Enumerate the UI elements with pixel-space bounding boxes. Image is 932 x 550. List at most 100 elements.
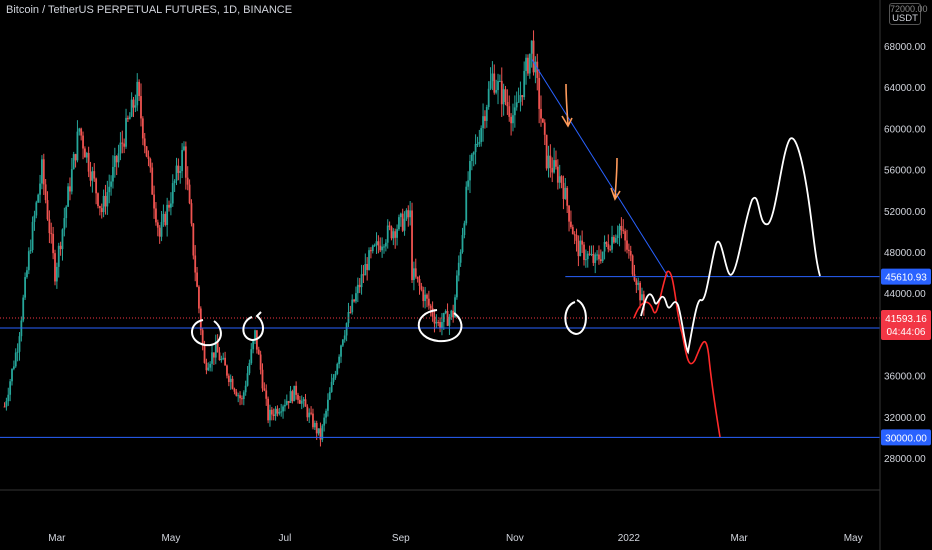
candle-body: [156, 222, 159, 228]
arrow-annotation: [610, 157, 621, 201]
candle-body: [627, 249, 630, 251]
y-tick-label: 64000.00: [884, 83, 926, 94]
candle-body: [70, 169, 73, 192]
candle-body: [112, 166, 114, 182]
time-axis[interactable]: Mar May Jul Sep Nov 2022 Mar May: [48, 533, 862, 544]
candle-body: [147, 156, 150, 159]
candle-body: [624, 231, 627, 241]
candle-body: [224, 357, 227, 366]
candle-body: [192, 223, 195, 256]
candle-body: [190, 203, 193, 224]
candle-body: [261, 369, 264, 389]
candle-body: [132, 99, 135, 108]
candle-body: [641, 294, 643, 301]
candle-body: [373, 245, 376, 247]
currency-badge[interactable]: 72000.00 USDT: [889, 3, 928, 25]
candle-body: [184, 146, 187, 178]
candle-body: [18, 336, 21, 352]
candle-body: [293, 385, 296, 402]
candle-body: [26, 270, 28, 278]
candle-body: [362, 274, 365, 276]
candle-body: [72, 154, 75, 170]
candle-body: [407, 210, 410, 218]
arrow-annotation: [561, 83, 573, 128]
candle-body: [532, 40, 535, 73]
candle-body: [14, 352, 17, 367]
candle-body: [84, 148, 86, 158]
support-circle: [417, 309, 463, 343]
candle-body: [484, 116, 486, 121]
candle-body: [235, 391, 238, 396]
candle-body: [12, 366, 15, 369]
support-circle: [564, 299, 587, 336]
candle-body: [454, 297, 456, 318]
candle-body: [358, 284, 361, 288]
candle-body: [244, 385, 247, 393]
candle-body: [360, 274, 363, 288]
candle-body: [420, 285, 423, 290]
candle-body: [609, 249, 612, 251]
candle-body: [508, 106, 511, 117]
candle-body: [349, 312, 352, 314]
symbol-title: Bitcoin / TetherUS PERPETUAL FUTURES, 1D…: [6, 4, 293, 16]
candle-body: [424, 294, 427, 302]
candle-body: [528, 53, 531, 74]
candle-body: [502, 89, 505, 105]
candle-body: [325, 410, 327, 418]
y-tick-label: 56000.00: [884, 166, 926, 177]
candle-body: [87, 152, 90, 172]
last-price-text: 41593.16: [885, 314, 927, 325]
candle-body: [340, 345, 342, 357]
candle-body: [74, 154, 77, 161]
candle-body: [80, 128, 83, 136]
level-label-box: [881, 268, 931, 285]
candle-body: [540, 108, 542, 119]
candle-body: [186, 177, 189, 185]
candle-body: [212, 352, 215, 358]
hand-drawn-annotations: [191, 59, 821, 438]
candle-body: [547, 155, 550, 169]
candle-body: [287, 401, 290, 403]
support-levels: [0, 276, 880, 438]
x-tick-label: Mar: [48, 533, 66, 544]
candle-body: [566, 187, 569, 206]
candle-body: [278, 411, 281, 414]
candle-body: [343, 335, 346, 340]
candle-body: [289, 391, 292, 403]
candle-body: [510, 116, 513, 124]
candle-body: [61, 229, 64, 250]
candle-body: [491, 73, 494, 82]
candle-body: [480, 128, 483, 142]
candle-body: [620, 225, 623, 231]
candle-body: [9, 381, 12, 395]
candle-body: [405, 210, 408, 219]
candle-body: [59, 245, 62, 250]
bearish-projection: [633, 270, 721, 438]
candle-body: [562, 182, 565, 199]
candle-body: [205, 362, 208, 371]
candle-body: [396, 229, 398, 238]
candle-body: [476, 143, 479, 145]
currency-label: USDT: [892, 13, 918, 24]
candle-body: [201, 330, 204, 346]
candle-body: [3, 406, 6, 408]
candle-body: [55, 266, 58, 282]
candle-body: [35, 202, 38, 216]
candle-body: [338, 356, 341, 365]
candle-body: [257, 349, 260, 355]
candle-body: [11, 368, 13, 382]
candle-body: [16, 351, 19, 353]
x-tick-label: Jul: [279, 533, 292, 544]
candle-body: [199, 308, 202, 331]
candle-body: [194, 255, 197, 273]
support-circle: [191, 319, 222, 347]
candle-body: [383, 246, 385, 248]
trendline[interactable]: [531, 59, 669, 277]
candle-body: [274, 408, 277, 416]
candle-body: [328, 391, 331, 400]
y-tick-label: 60000.00: [884, 124, 926, 135]
candle-body: [76, 131, 79, 161]
candle-body: [104, 195, 107, 207]
